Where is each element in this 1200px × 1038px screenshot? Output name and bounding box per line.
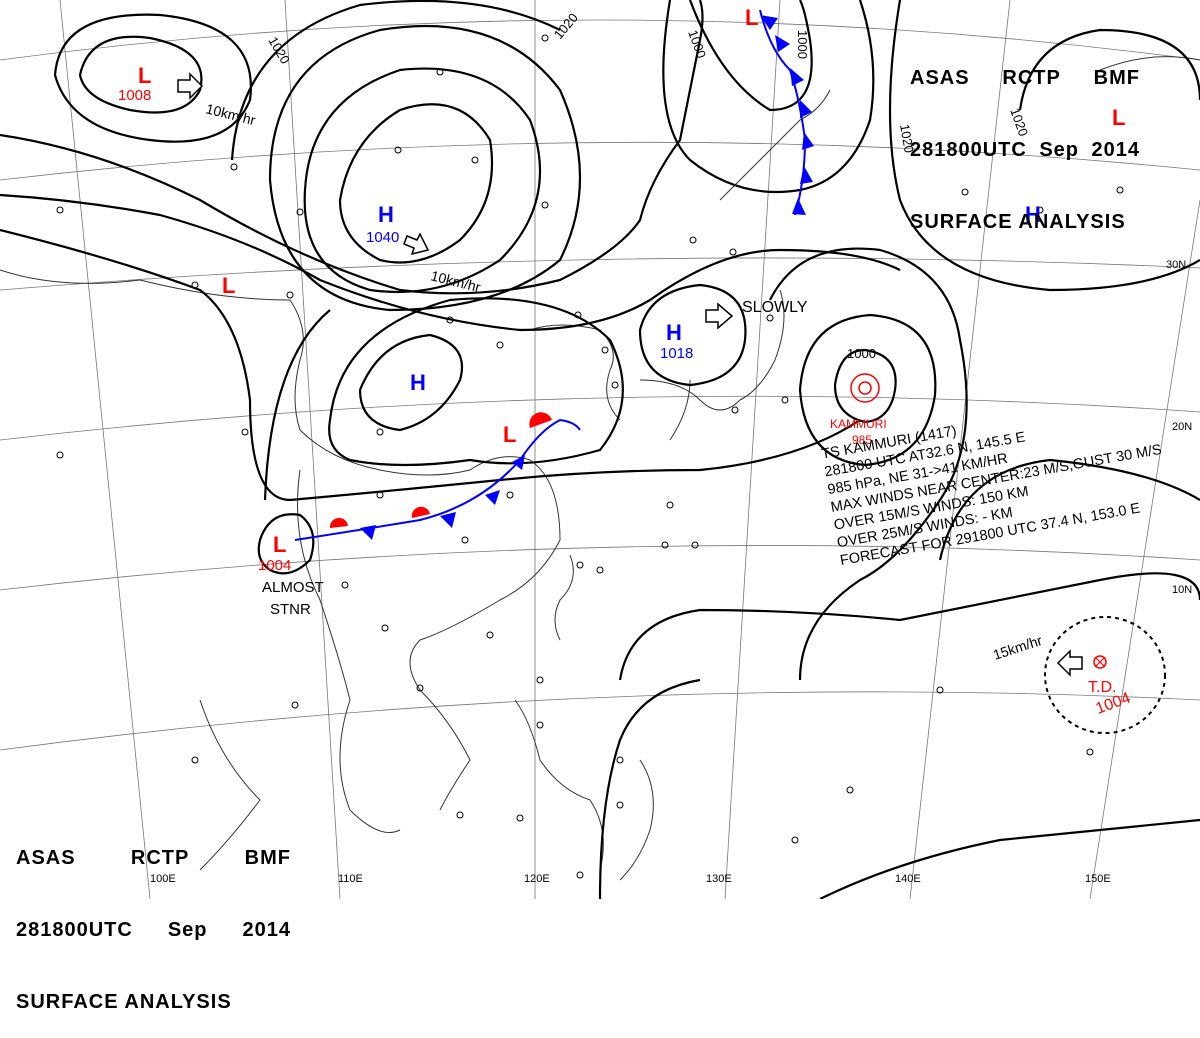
header-time: 281800UTC [910, 139, 1027, 161]
header-center: RCTP [130, 847, 190, 869]
header-product: BMF [1093, 67, 1140, 89]
td-label: T.D. [1088, 679, 1116, 696]
low-center: L [138, 63, 151, 88]
header-title: SURFACE ANALYSIS [16, 991, 232, 1013]
header-year: 2014 [1091, 139, 1140, 161]
arrow-icon [705, 302, 734, 330]
low-center: L [503, 422, 516, 447]
motion-speed: ALMOST [262, 579, 324, 596]
weather-map: 1020 1020 1000 1000 1020 1020 1000 L 100… [0, 0, 1200, 899]
typhoon-name: KAMMURI [830, 417, 887, 431]
typhoon-icon [850, 373, 880, 403]
pressure-centers: L 1008 H 1040 L H H 1018 L L 1004 L H L [118, 5, 1125, 574]
isobar-label: 1000 [795, 30, 810, 59]
header-agency: ASAS [16, 847, 76, 869]
station-markers [56, 34, 1124, 879]
isobar-label: 1020 [897, 123, 917, 154]
arrow-icon [177, 72, 204, 100]
longitude-label: 130E [706, 873, 732, 885]
header-product: BMF [244, 847, 291, 869]
header-month: Sep [167, 919, 208, 941]
latitude-label: 10N [1172, 584, 1192, 596]
high-center: H [1025, 202, 1041, 227]
motion-speed: STNR [270, 601, 311, 618]
high-center: H [410, 370, 426, 395]
low-center: L [222, 273, 235, 298]
high-center-value: 1018 [660, 345, 693, 362]
longitude-label: 150E [1085, 873, 1111, 885]
low-center: L [745, 5, 758, 30]
map-header-top: ASAS RCTP BMF 281800UTC Sep 2014 SURFACE… [910, 18, 1140, 258]
low-center-value: 1008 [118, 87, 151, 104]
latitude-label: 20N [1172, 421, 1192, 433]
high-center: H [378, 202, 394, 227]
motion-speed: SLOWLY [742, 299, 808, 316]
header-year: 2014 [242, 919, 291, 941]
longitude-label: 120E [524, 873, 550, 885]
map-header-bottom: ASAS RCTP BMF 281800UTC Sep 2014 SURFACE… [16, 798, 291, 1038]
low-center: L [1112, 105, 1125, 130]
arrow-icon [403, 232, 430, 256]
isobar-label: 1000 [685, 28, 709, 60]
header-center: RCTP [1002, 67, 1061, 89]
high-center-value: 1040 [366, 229, 399, 246]
td-circulation [1044, 616, 1166, 734]
typhoon-pressure: 985 [852, 433, 872, 447]
isobar-label: 1020 [551, 10, 581, 42]
motion-speed: 10km/hr [204, 100, 257, 128]
longitude-label: 100E [150, 873, 176, 885]
td-icon [1093, 655, 1107, 669]
low-center: L [273, 532, 286, 557]
high-center: H [666, 320, 682, 345]
isobars [0, 0, 1200, 899]
motion-speed: 10km/hr [429, 267, 482, 295]
header-time: 281800UTC [16, 919, 133, 941]
graticule [0, 0, 1200, 899]
coastlines [0, 56, 1200, 881]
header-agency: ASAS [910, 67, 970, 89]
arrow-icon [1056, 649, 1083, 677]
latitude-label: 30N [1166, 259, 1186, 271]
isobar-label: 1000 [847, 346, 876, 361]
stationary-front [294, 412, 581, 541]
header-title: SURFACE ANALYSIS [910, 211, 1126, 233]
longitude-label: 110E [338, 873, 363, 885]
header-month: Sep [1039, 139, 1080, 161]
low-center-value: 1004 [258, 557, 291, 574]
graticule-labels: 100E 110E 120E 130E 140E 150E 30N 20N 10… [150, 259, 1192, 885]
cold-front [759, 9, 814, 216]
motion-arrows [177, 72, 1083, 677]
longitude-label: 140E [895, 873, 921, 885]
motion-speed: 15km/hr [991, 632, 1044, 663]
